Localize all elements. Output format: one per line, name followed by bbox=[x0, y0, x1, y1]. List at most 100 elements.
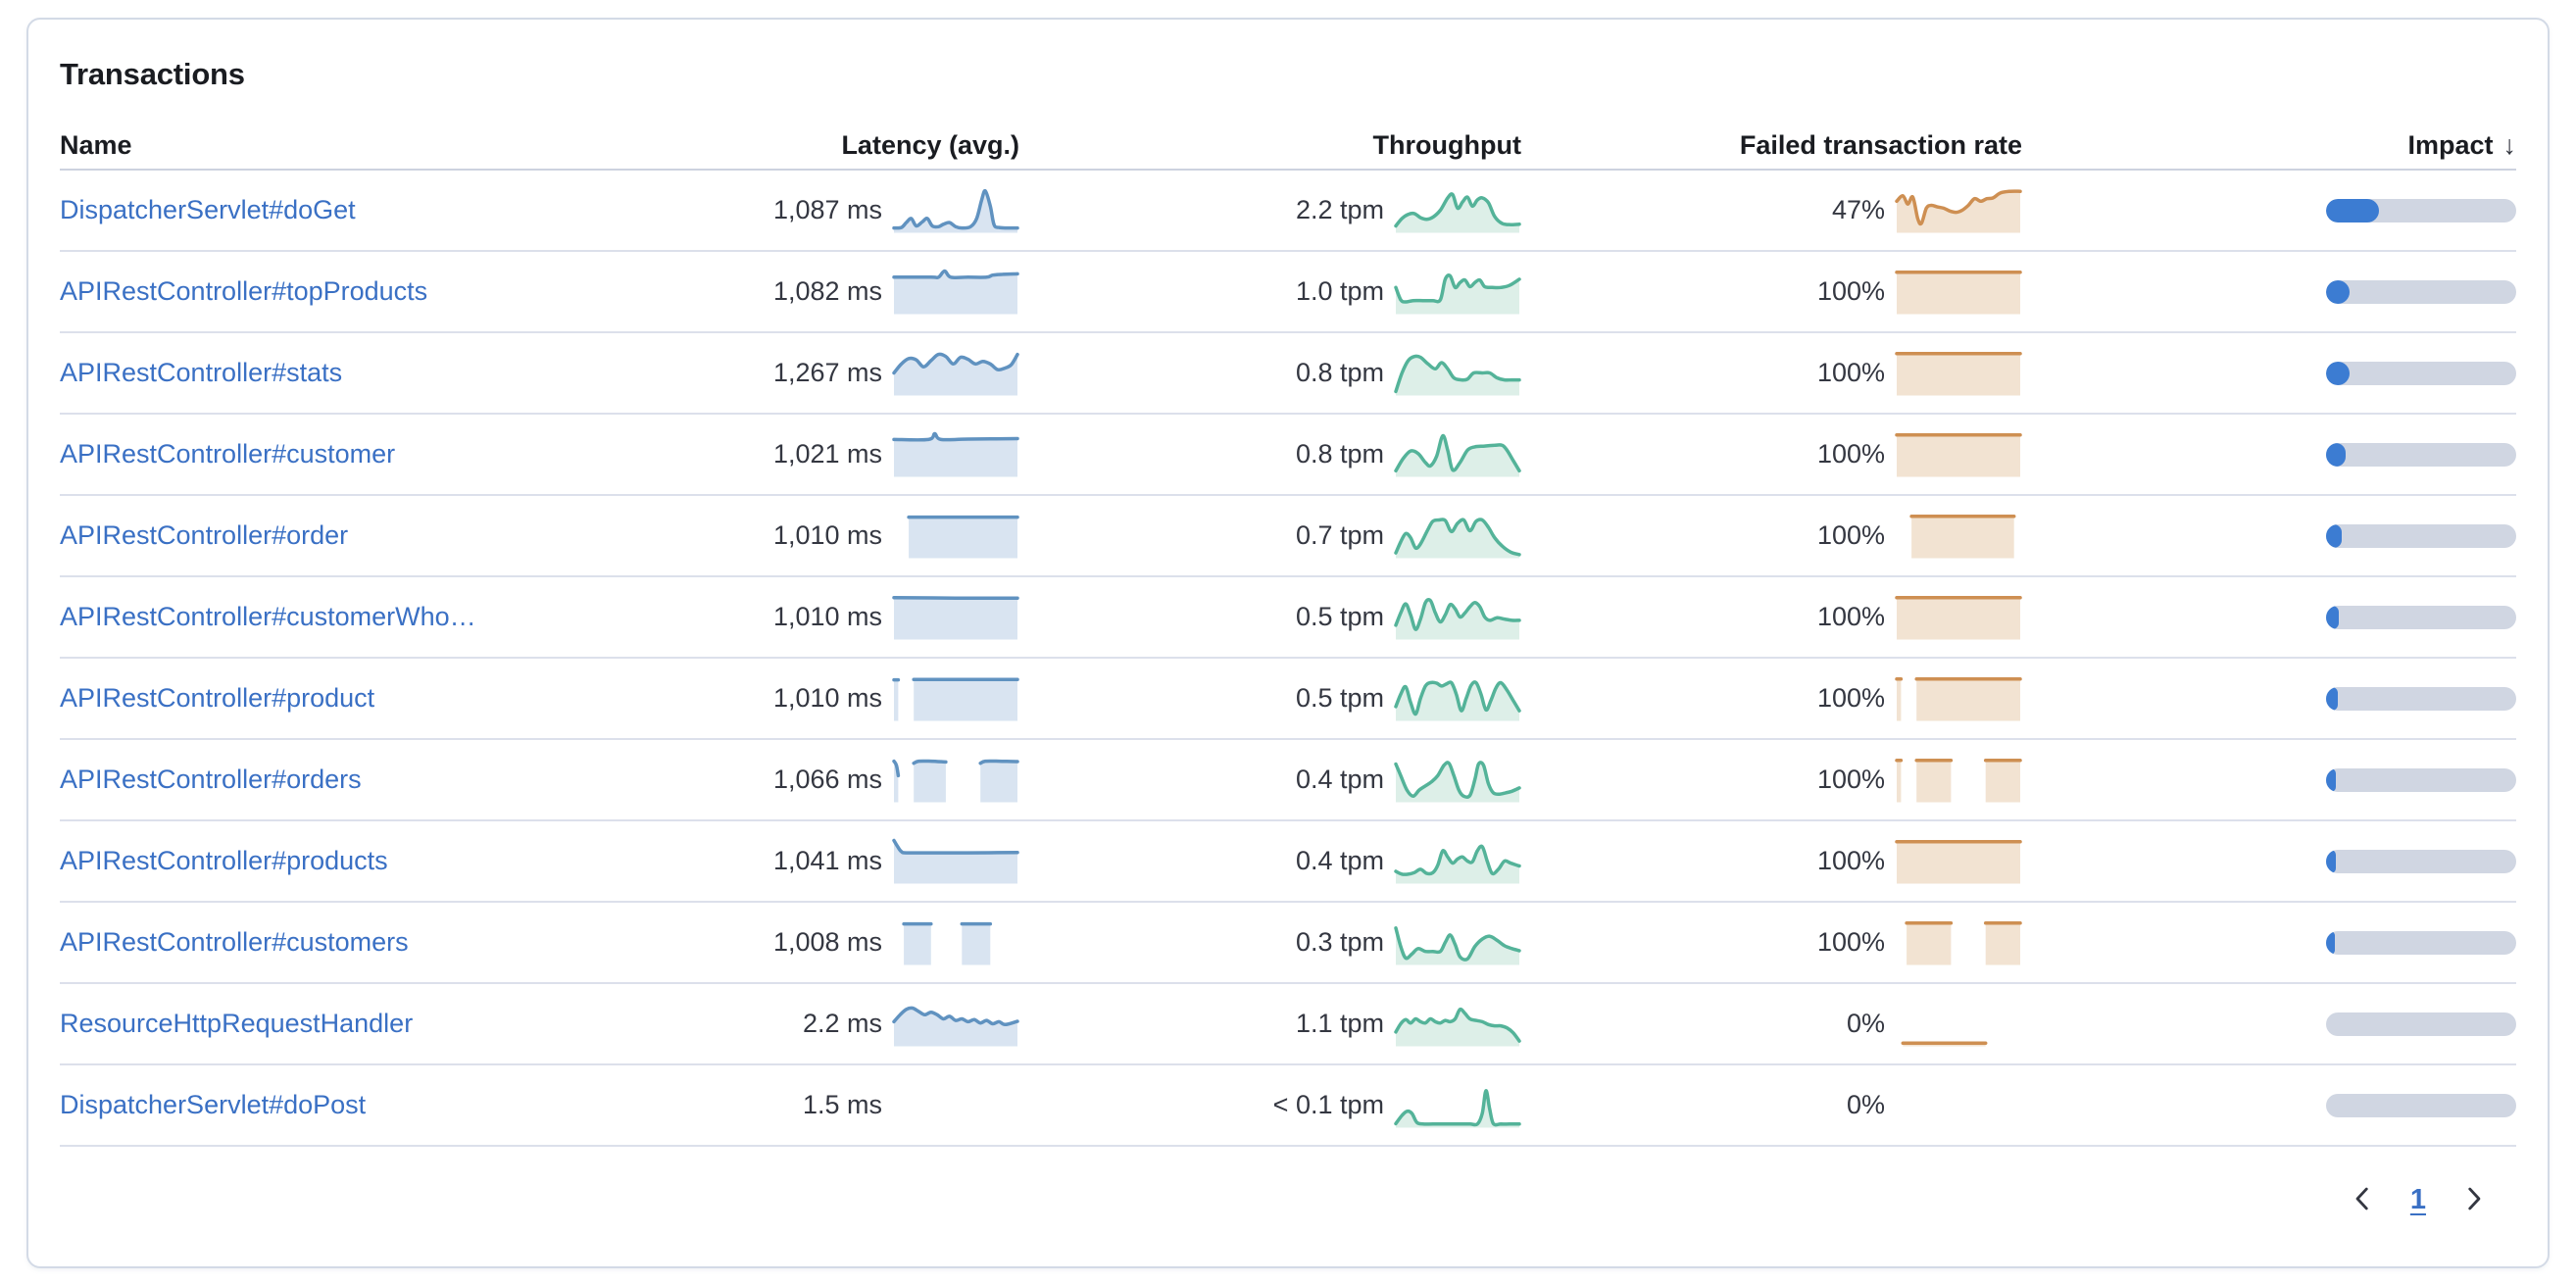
impact-bar-fill bbox=[2326, 767, 2336, 792]
table-row: APIRestController#customers 1,008 ms 0.3… bbox=[60, 903, 2516, 984]
name-cell: APIRestController#product bbox=[60, 683, 627, 714]
throughput-cell: 1.1 tpm bbox=[1019, 1001, 1521, 1048]
transaction-name-link[interactable]: APIRestController#orders bbox=[60, 765, 362, 794]
transaction-name-link[interactable]: APIRestController#customers bbox=[60, 927, 409, 957]
latency-sparkline bbox=[892, 513, 1019, 560]
name-cell: APIRestController#customerWho… bbox=[60, 602, 627, 632]
throughput-value: 0.7 tpm bbox=[1295, 520, 1384, 550]
impact-cell bbox=[2022, 849, 2516, 873]
table-row: APIRestController#product 1,010 ms 0.5 t… bbox=[60, 659, 2516, 740]
latency-sparkline bbox=[892, 431, 1019, 478]
failed-rate-sparkline bbox=[1895, 919, 2022, 966]
throughput-value: 1.0 tpm bbox=[1295, 276, 1384, 306]
transaction-name-link[interactable]: DispatcherServlet#doGet bbox=[60, 195, 356, 224]
throughput-cell: 0.7 tpm bbox=[1019, 513, 1521, 560]
impact-cell bbox=[2022, 442, 2516, 467]
column-header-latency: Latency (avg.) bbox=[841, 129, 1019, 160]
transaction-name-link[interactable]: APIRestController#products bbox=[60, 846, 388, 875]
latency-sparkline bbox=[892, 675, 1019, 722]
transactions-card: Transactions Name Latency (avg.) Through… bbox=[26, 18, 2550, 1268]
throughput-value: 2.2 tpm bbox=[1295, 195, 1384, 224]
throughput-value: 1.1 tpm bbox=[1295, 1009, 1384, 1038]
column-header-throughput: Throughput bbox=[1372, 129, 1521, 160]
latency-cell: 1,082 ms bbox=[627, 269, 1019, 316]
latency-sparkline bbox=[892, 1001, 1019, 1048]
throughput-value: 0.4 tpm bbox=[1295, 765, 1384, 794]
latency-value: 2.2 ms bbox=[802, 1009, 882, 1038]
transaction-name-link[interactable]: APIRestController#topProducts bbox=[60, 276, 428, 306]
column-header-impact[interactable]: Impact ↓ bbox=[2022, 130, 2516, 161]
next-page-button[interactable] bbox=[2455, 1181, 2493, 1218]
transaction-name-link[interactable]: APIRestController#order bbox=[60, 520, 349, 550]
impact-bar bbox=[2326, 279, 2516, 304]
transaction-name-link[interactable]: APIRestController#customer bbox=[60, 439, 396, 469]
table-row: APIRestController#stats 1,267 ms 0.8 tpm… bbox=[60, 333, 2516, 415]
failed-rate-sparkline bbox=[1895, 187, 2022, 234]
table-row: DispatcherServlet#doPost 1.5 ms < 0.1 tp… bbox=[60, 1065, 2516, 1147]
latency-sparkline bbox=[892, 919, 1019, 966]
impact-bar-fill bbox=[2326, 849, 2336, 873]
impact-bar bbox=[2326, 361, 2516, 385]
latency-cell: 1,008 ms bbox=[627, 919, 1019, 966]
impact-header-label: Impact bbox=[2407, 129, 2494, 160]
transaction-name-link[interactable]: APIRestController#customerWho… bbox=[60, 602, 476, 631]
impact-bar-fill bbox=[2326, 361, 2351, 385]
latency-cell: 1.5 ms bbox=[627, 1082, 1019, 1129]
throughput-cell: < 0.1 tpm bbox=[1019, 1082, 1521, 1129]
throughput-value: < 0.1 tpm bbox=[1272, 1090, 1384, 1119]
throughput-value: 0.3 tpm bbox=[1295, 927, 1384, 957]
transaction-name-link[interactable]: DispatcherServlet#doPost bbox=[60, 1090, 367, 1119]
transaction-name-link[interactable]: APIRestController#stats bbox=[60, 358, 343, 387]
table-row: DispatcherServlet#doGet 1,087 ms 2.2 tpm… bbox=[60, 171, 2516, 252]
sort-descending-icon: ↓ bbox=[2502, 129, 2517, 160]
latency-value: 1,082 ms bbox=[772, 276, 882, 306]
page-1-button[interactable]: 1 bbox=[2406, 1184, 2430, 1216]
throughput-value: 0.5 tpm bbox=[1295, 602, 1384, 631]
impact-cell bbox=[2022, 361, 2516, 385]
impact-bar bbox=[2326, 523, 2516, 548]
latency-sparkline bbox=[892, 838, 1019, 885]
failed-rate-value: 100% bbox=[1816, 276, 1885, 306]
name-cell: APIRestController#customer bbox=[60, 439, 627, 469]
latency-sparkline bbox=[892, 594, 1019, 641]
latency-sparkline bbox=[892, 350, 1019, 397]
throughput-sparkline bbox=[1394, 838, 1521, 885]
previous-page-button[interactable] bbox=[2344, 1181, 2381, 1218]
impact-bar bbox=[2326, 1093, 2516, 1117]
latency-cell: 1,010 ms bbox=[627, 675, 1019, 722]
name-cell: APIRestController#order bbox=[60, 520, 627, 551]
throughput-value: 0.5 tpm bbox=[1295, 683, 1384, 713]
throughput-sparkline bbox=[1394, 513, 1521, 560]
throughput-sparkline bbox=[1394, 757, 1521, 804]
failed-rate-sparkline bbox=[1895, 838, 2022, 885]
latency-value: 1,041 ms bbox=[772, 846, 882, 875]
throughput-value: 0.4 tpm bbox=[1295, 846, 1384, 875]
impact-bar bbox=[2326, 686, 2516, 711]
impact-bar bbox=[2326, 442, 2516, 467]
impact-cell bbox=[2022, 1093, 2516, 1117]
table-row: APIRestController#products 1,041 ms 0.4 … bbox=[60, 821, 2516, 903]
failed-rate-value: 0% bbox=[1846, 1009, 1885, 1038]
impact-bar-fill bbox=[2326, 686, 2338, 711]
failed-rate-sparkline bbox=[1895, 1082, 2022, 1129]
transaction-name-link[interactable]: APIRestController#product bbox=[60, 683, 375, 713]
name-cell: APIRestController#topProducts bbox=[60, 276, 627, 307]
latency-cell: 1,066 ms bbox=[627, 757, 1019, 804]
impact-bar bbox=[2326, 605, 2516, 629]
failed-rate-cell: 100% bbox=[1521, 675, 2022, 722]
failed-rate-sparkline bbox=[1895, 269, 2022, 316]
impact-cell bbox=[2022, 686, 2516, 711]
table-row: ResourceHttpRequestHandler 2.2 ms 1.1 tp… bbox=[60, 984, 2516, 1065]
impact-bar bbox=[2326, 1012, 2516, 1036]
failed-rate-cell: 100% bbox=[1521, 513, 2022, 560]
impact-cell bbox=[2022, 523, 2516, 548]
failed-rate-sparkline bbox=[1895, 594, 2022, 641]
failed-rate-cell: 100% bbox=[1521, 431, 2022, 478]
failed-rate-value: 100% bbox=[1816, 358, 1885, 387]
latency-cell: 2.2 ms bbox=[627, 1001, 1019, 1048]
failed-rate-value: 100% bbox=[1816, 765, 1885, 794]
failed-rate-value: 0% bbox=[1846, 1090, 1885, 1119]
failed-rate-cell: 100% bbox=[1521, 594, 2022, 641]
transaction-name-link[interactable]: ResourceHttpRequestHandler bbox=[60, 1009, 414, 1038]
name-cell: DispatcherServlet#doGet bbox=[60, 195, 627, 225]
